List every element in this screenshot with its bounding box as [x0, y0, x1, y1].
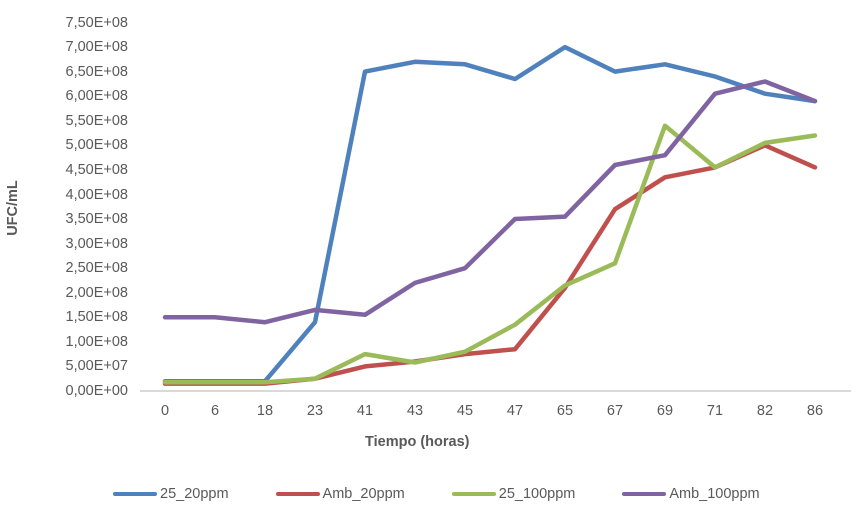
legend-item-Amb_20ppm: Amb_20ppm — [275, 486, 405, 502]
y-tick-label: 5,00E+08 — [65, 137, 129, 154]
x-axis-title: Tiempo (horas) — [365, 434, 470, 450]
series-line-25_20ppm — [162, 44, 818, 384]
x-tick-label: 47 — [506, 403, 524, 419]
plot-area — [140, 44, 851, 392]
x-tick-label: 43 — [406, 403, 424, 419]
x-tick-label: 6 — [210, 403, 220, 419]
x-tick-label: 82 — [756, 403, 774, 419]
legend-line-swatch — [622, 491, 667, 497]
legend-line-swatch — [451, 491, 496, 497]
series-line-Amb_20ppm — [162, 143, 818, 386]
y-tick-label: 5,50E+08 — [65, 112, 129, 129]
x-tick-label: 23 — [306, 403, 324, 419]
x-tick-label: 67 — [606, 403, 624, 419]
x-tick-label: 45 — [456, 403, 474, 419]
legend-item-25_100ppm: 25_100ppm — [451, 486, 576, 502]
legend-line-swatch — [113, 491, 157, 497]
y-tick-label: 4,00E+08 — [65, 186, 129, 203]
y-tick-label: 1,50E+08 — [65, 309, 129, 326]
x-tick-label: 0 — [160, 403, 170, 419]
legend-item-25_20ppm: 25_20ppm — [113, 486, 229, 502]
y-tick-label: 5,00E+07 — [65, 358, 129, 375]
y-tick-label: 4,50E+08 — [65, 161, 129, 178]
y-tick-label: 0,00E+00 — [65, 383, 129, 399]
y-tick-label: 2,00E+08 — [65, 284, 129, 301]
series-line-Amb_100ppm — [162, 79, 818, 325]
x-tick-label: 71 — [706, 403, 724, 419]
legend-label: 25_100ppm — [498, 486, 576, 502]
y-tick-label: 1,00E+08 — [65, 333, 129, 350]
x-tick-label: 41 — [356, 403, 374, 419]
x-tick-label: 65 — [556, 403, 574, 419]
x-tick-label: 69 — [656, 403, 674, 419]
y-tick-label: 6,50E+08 — [65, 63, 129, 80]
legend-label: Amb_20ppm — [322, 486, 405, 502]
series-line-25_100ppm — [162, 123, 818, 385]
legend: 25_20ppm Amb_20ppm 25_100ppm Amb_100ppm — [113, 486, 760, 502]
y-axis-title: UFC/mL — [5, 180, 21, 236]
y-tick-label: 3,00E+08 — [65, 235, 129, 252]
legend-label: Amb_100ppm — [669, 486, 760, 502]
x-tick-label: 86 — [806, 403, 824, 419]
y-tick-label: 7,50E+08 — [65, 14, 129, 31]
y-tick-label: 7,00E+08 — [65, 39, 129, 56]
x-tick-label: 18 — [256, 403, 274, 419]
y-tick-label: 2,50E+08 — [65, 260, 129, 277]
y-tick-label: 3,50E+08 — [65, 211, 129, 227]
y-tick-label: 6,00E+08 — [65, 88, 129, 105]
legend-item-Amb_100ppm: Amb_100ppm — [622, 486, 760, 502]
legend-label: 25_20ppm — [160, 486, 229, 502]
legend-line-swatch — [275, 491, 320, 497]
